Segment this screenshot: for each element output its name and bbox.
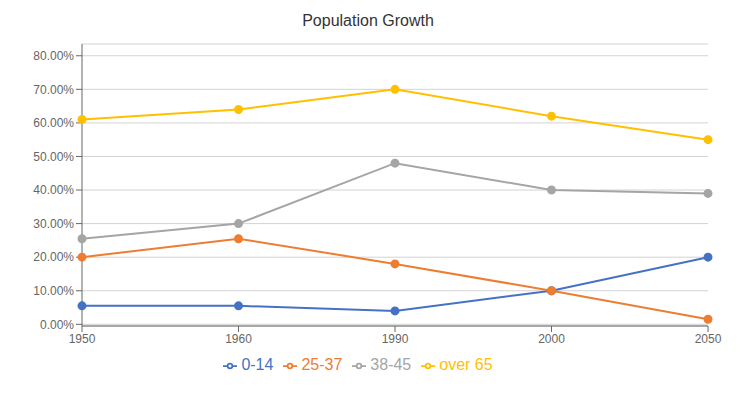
svg-text:70.00%: 70.00% [33,83,74,97]
svg-text:80.00%: 80.00% [33,49,74,63]
svg-text:10.00%: 10.00% [33,284,74,298]
html-text:0-14: 0-14 [241,356,274,373]
html-text:over 65: over 65 [439,356,493,373]
svg-text:0.00%: 0.00% [40,318,74,332]
svg-text:2050: 2050 [695,332,722,346]
svg-text:60.00%: 60.00% [33,116,74,130]
html-text:Population Growth: Population Growth [302,12,434,29]
svg-text:1960: 1960 [225,332,252,346]
svg-text:1950: 1950 [69,332,96,346]
svg-text:40.00%: 40.00% [33,183,74,197]
html-text:38-45: 38-45 [370,356,412,373]
svg-text:30.00%: 30.00% [33,217,74,231]
svg-text:2000: 2000 [538,332,565,346]
svg-text:1990: 1990 [382,332,409,346]
svg-text:50.00%: 50.00% [33,150,74,164]
html-text:25-37: 25-37 [301,356,343,373]
svg-text:20.00%: 20.00% [33,250,74,264]
